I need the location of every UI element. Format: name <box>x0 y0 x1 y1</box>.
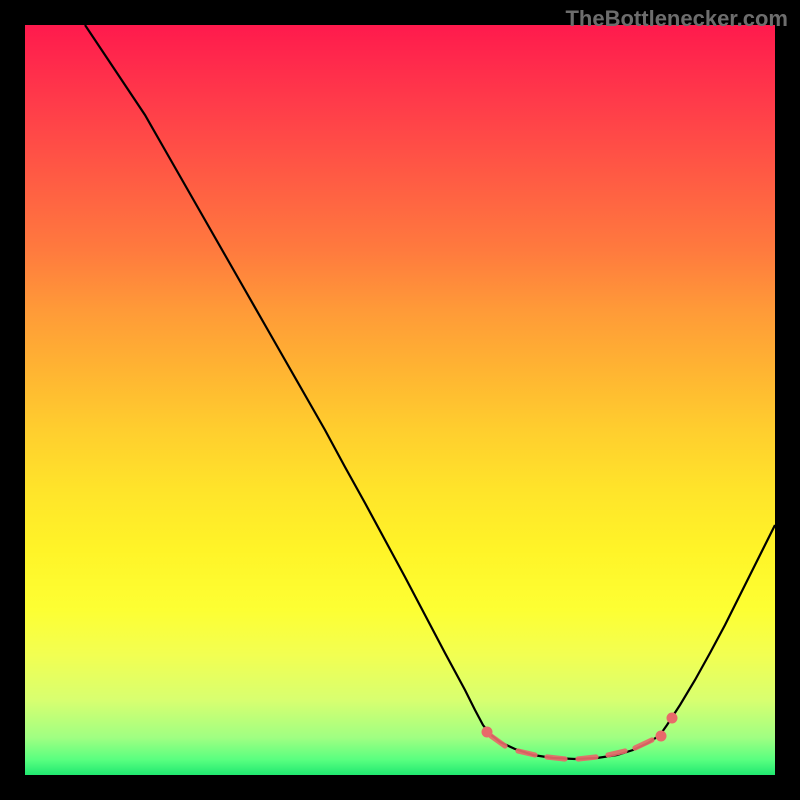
highlight-dash <box>491 736 505 746</box>
highlight-dash <box>518 751 535 755</box>
highlight-dot <box>656 731 667 742</box>
highlight-dash <box>578 757 596 759</box>
highlight-dot <box>482 727 493 738</box>
highlight-dash <box>635 740 652 748</box>
plot-area <box>25 25 775 775</box>
watermark-text: TheBottlenecker.com <box>565 6 788 32</box>
highlight-dash <box>547 757 565 759</box>
chart-svg <box>25 25 775 775</box>
highlight-dot <box>667 713 678 724</box>
bottleneck-curve <box>85 25 775 759</box>
highlight-layer <box>482 713 678 760</box>
